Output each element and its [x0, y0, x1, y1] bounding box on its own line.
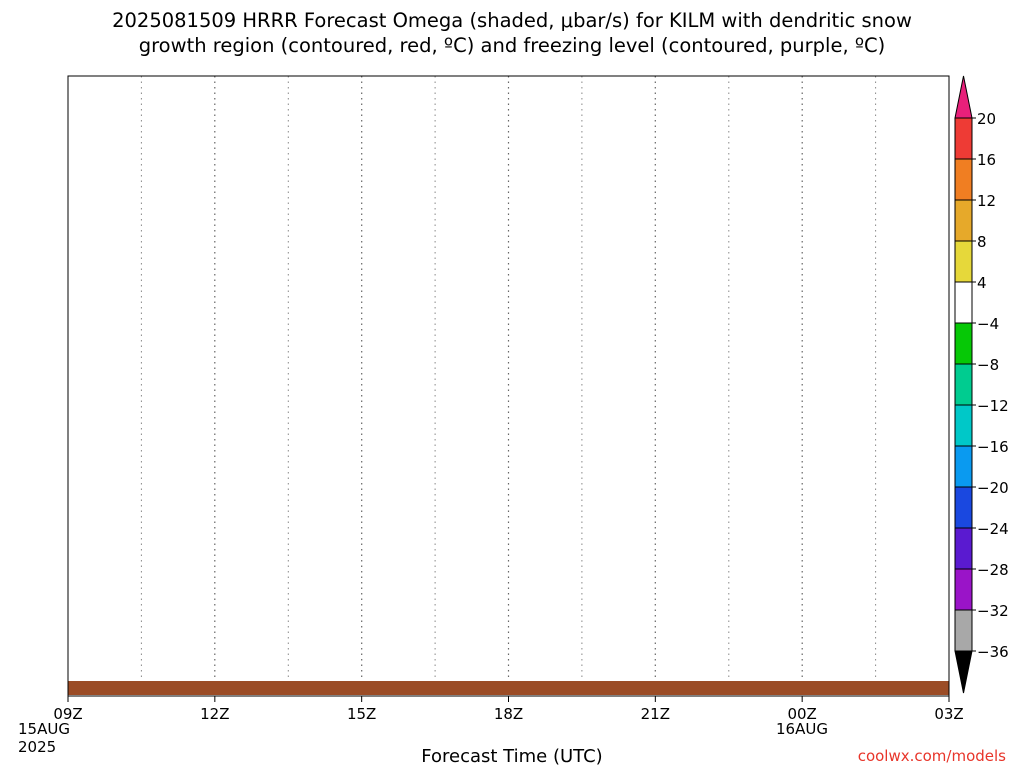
colorbar-segment-12	[954, 568, 973, 611]
plot-background	[68, 76, 949, 696]
x-axis-label: Forecast Time (UTC)	[421, 746, 603, 767]
colorbar-segment-3	[954, 199, 973, 242]
colorbar-label-7: −12	[977, 397, 1009, 415]
colorbar-segment-11	[954, 527, 973, 570]
x-tick-label-00Z: 00Z	[787, 705, 816, 723]
x-tick-label-15Z: 15Z	[347, 705, 376, 723]
colorbar-label-9: −20	[977, 479, 1009, 497]
credit-text: coolwx.com/models	[857, 747, 1006, 765]
colorbar-segment-8	[954, 404, 973, 447]
colorbar-segment-7	[954, 363, 973, 406]
ground-surface	[68, 681, 949, 695]
start-date-day: 15AUG	[18, 720, 70, 738]
colorbar-label-10: −24	[977, 520, 1009, 538]
colorbar-segment-13	[954, 609, 973, 652]
colorbar-segment-6	[954, 322, 973, 365]
colorbar-label-13: −36	[977, 643, 1009, 661]
x-tick-label-12Z: 12Z	[200, 705, 229, 723]
colorbar-label-11: −28	[977, 561, 1009, 579]
colorbar-label-12: −32	[977, 602, 1009, 620]
colorbar-label-6: −8	[977, 356, 999, 374]
colorbar-segment-9	[954, 445, 973, 488]
mid-date: 16AUG	[776, 720, 828, 738]
chart-title-line-2: growth region (contoured, red, ºC) and f…	[138, 34, 886, 57]
colorbar-label-4: 4	[977, 274, 987, 292]
start-date-year: 2025	[18, 738, 57, 756]
x-tick-label-21Z: 21Z	[641, 705, 670, 723]
colorbar-segment-4	[954, 240, 973, 283]
colorbar-segment-2	[954, 158, 973, 201]
colorbar-label-0: 20	[977, 110, 996, 128]
colorbar-label-3: 8	[977, 233, 987, 251]
colorbar-label-5: −4	[977, 315, 999, 333]
colorbar: 20 16 12 8 4 −4 −8 −12 −16 −20 −24 −28 −32 −36	[954, 75, 1009, 694]
start-date: 15AUG 2025	[18, 720, 70, 756]
colorbar-cap-top	[954, 75, 973, 119]
colorbar-label-1: 16	[977, 151, 996, 169]
x-tick-label-18Z: 18Z	[494, 705, 523, 723]
chart-title-line-1: 2025081509 HRRR Forecast Omega (shaded, …	[112, 9, 912, 32]
colorbar-segment-10	[954, 486, 973, 529]
x-tick-label-09Z: 09Z	[53, 705, 82, 723]
colorbar-segment-5	[954, 281, 973, 324]
colorbar-label-2: 12	[977, 192, 996, 210]
colorbar-segment-1	[954, 117, 973, 160]
colorbar-label-8: −16	[977, 438, 1009, 456]
colorbar-cap-bottom	[954, 650, 973, 694]
x-axis-ticks: 09Z 12Z 15Z 18Z 21Z 00Z 03Z	[53, 696, 964, 723]
x-tick-label-03Z: 03Z	[934, 705, 963, 723]
